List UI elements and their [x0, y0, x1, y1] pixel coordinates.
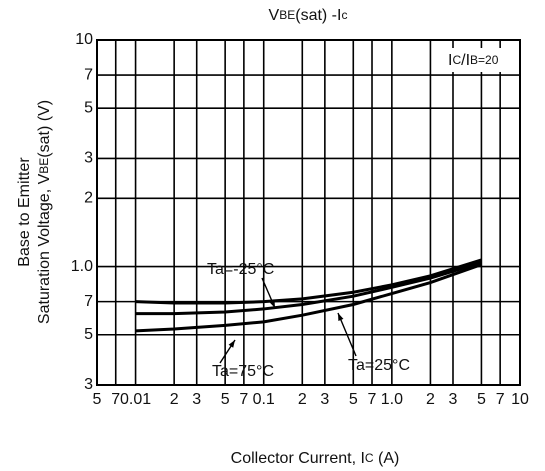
y-axis-title-part: Saturation Voltage, V [36, 173, 53, 324]
arrow-head [228, 340, 235, 348]
x-tick-label: 2 [170, 391, 179, 408]
y-tick-label: 5 [84, 99, 93, 116]
y-tick-label: 1.0 [71, 258, 93, 275]
y-axis-title-part: (sat) (V) [36, 100, 53, 158]
chart-title: VBE(sat) -Ic [269, 7, 348, 24]
chart-title-part: BE [279, 8, 295, 22]
y-tick-label: 7 [84, 293, 93, 310]
x-tick-label: 7 [496, 391, 505, 408]
x-axis-title-part: C [365, 451, 374, 465]
x-tick-label: 5 [221, 391, 230, 408]
y-axis-title: Base to Emitter [16, 157, 33, 267]
x-tick-label: 5 [93, 391, 102, 408]
y-axis-title-part: Base to Emitter [16, 157, 33, 267]
chart-title-part: (sat) -I [295, 7, 341, 24]
annotation-part: /I [461, 52, 470, 69]
chart-title-part: V [269, 7, 280, 24]
x-axis-title-part: Collector Current, I [231, 450, 365, 467]
plot-frame [96, 39, 521, 386]
annotation: IC/IB=20 [448, 52, 499, 69]
curve [135, 261, 482, 316]
y-axis-title-part: BE [37, 158, 51, 174]
x-tick-label: 2 [426, 391, 435, 408]
x-tick-label: 5 [477, 391, 486, 408]
x-tick-label: 10 [511, 391, 529, 408]
x-tick-label: 7 [239, 391, 248, 408]
annotation-part: B=20 [470, 53, 499, 67]
x-tick-label: 0.1 [253, 391, 275, 408]
x-tick-label: 2 [298, 391, 307, 408]
y-tick-label: 3 [84, 150, 93, 167]
series-label: Ta=75°C [212, 363, 274, 380]
x-tick-label: 1.0 [381, 391, 403, 408]
chart-title-part: c [341, 8, 347, 22]
annotation-box [445, 48, 519, 72]
y-axis-title: Saturation Voltage, VBE(sat) (V) [36, 100, 53, 324]
y-tick-label: 3 [84, 376, 93, 393]
annotation-part: C [452, 53, 461, 67]
x-tick-label: 7 [111, 391, 120, 408]
y-tick-label: 10 [75, 31, 93, 48]
x-tick-label: 3 [192, 391, 201, 408]
arrow-head [269, 300, 275, 308]
x-axis-title-part: (A) [374, 450, 400, 467]
series-label: Ta=25°C [348, 357, 410, 374]
y-tick-label: 5 [84, 326, 93, 343]
x-tick-label: 3 [449, 391, 458, 408]
y-tick-label: 2 [84, 190, 93, 207]
x-axis-title: Collector Current, IC (A) [231, 450, 400, 467]
curve [135, 258, 482, 305]
x-tick-label: 3 [320, 391, 329, 408]
y-tick-label: 7 [84, 66, 93, 83]
series-label: Ta=-25°C [207, 261, 274, 278]
x-tick-label: 5 [349, 391, 358, 408]
annotation-part: I [448, 52, 452, 69]
x-tick-label: 7 [368, 391, 377, 408]
label-arrow [337, 312, 357, 357]
arrow-head [338, 313, 344, 321]
curve [135, 263, 482, 333]
x-tick-label: 0.01 [120, 391, 151, 408]
